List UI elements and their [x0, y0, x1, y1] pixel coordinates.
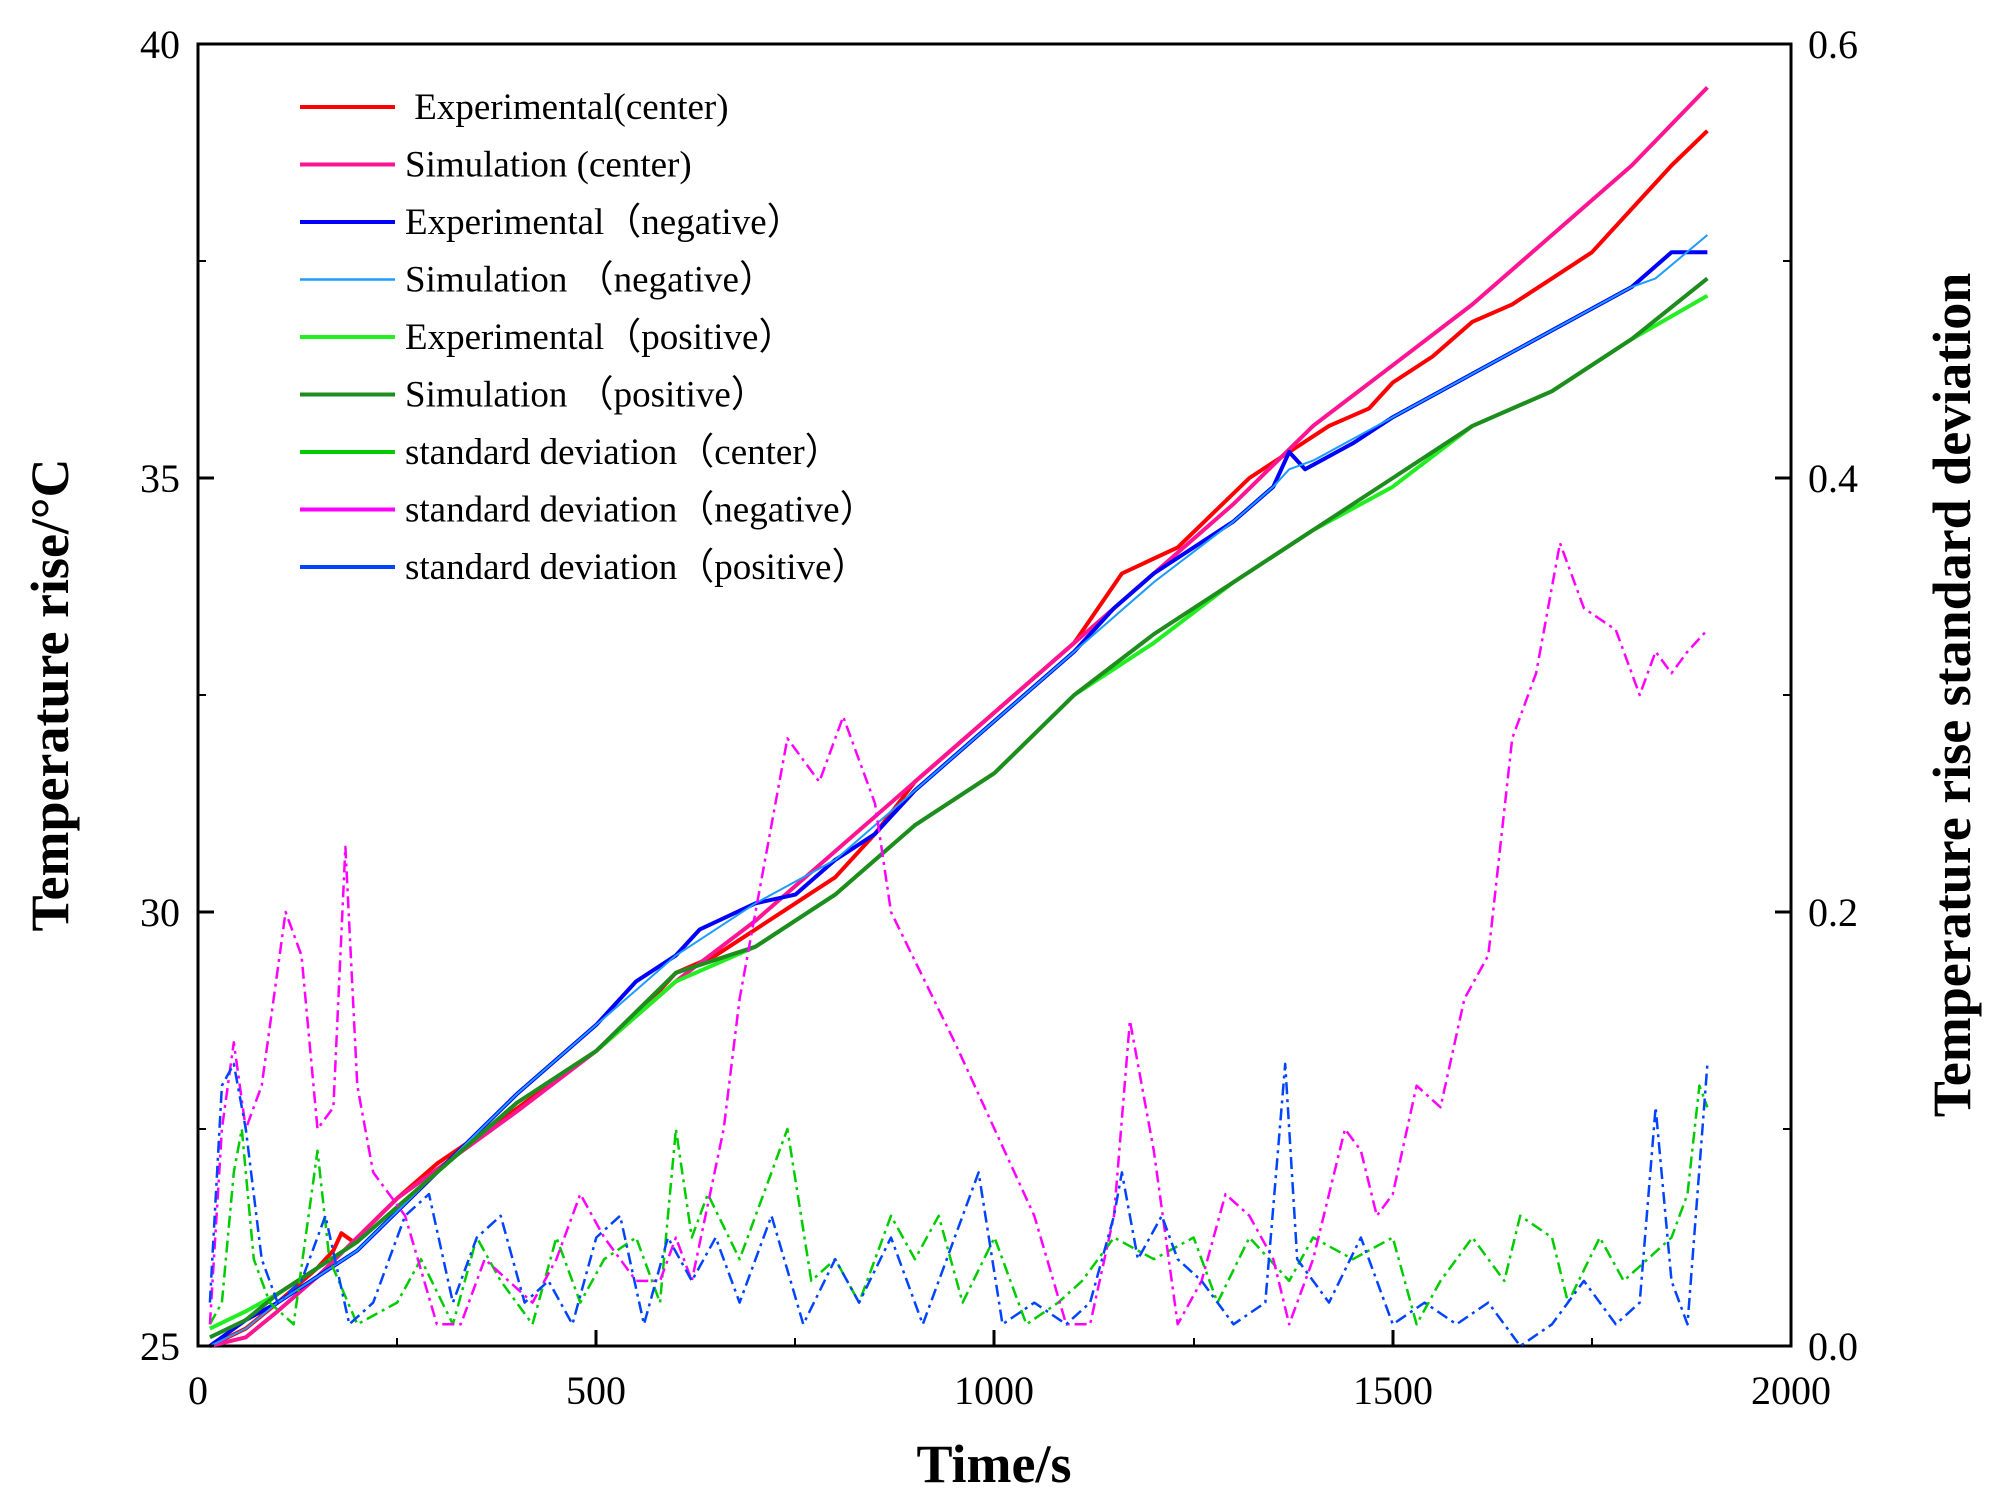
legend: Experimental(center) Simulation (center) E… — [300, 87, 877, 588]
legend-label: Simulation （positive） — [405, 375, 768, 416]
y-axis-right: 0.0 0.2 0.4 0.6 — [1775, 22, 1858, 1369]
series-line-4-simulation-negative — [209, 234, 1709, 1347]
x-tick-label: 1500 — [1353, 1368, 1433, 1413]
y-right-tick-label: 0.4 — [1808, 456, 1858, 501]
x-tick-label: 500 — [566, 1368, 626, 1413]
legend-label: standard deviation（negative） — [405, 490, 877, 531]
series-lines — [208, 86, 1709, 1348]
y-axis-left: 25 30 35 40 — [140, 22, 214, 1369]
legend-label: standard deviation（positive） — [405, 547, 868, 588]
legend-label: Simulation （negative） — [405, 260, 776, 301]
legend-label: Simulation (center) — [405, 145, 692, 186]
x-axis: 0 500 1000 1500 2000 — [188, 1330, 1831, 1413]
y-right-tick-label: 0.0 — [1808, 1324, 1858, 1369]
y-right-tick-label: 0.6 — [1808, 22, 1858, 67]
y-right-tick-label: 0.2 — [1808, 890, 1858, 935]
legend-label: Experimental(center) — [405, 87, 729, 128]
y-left-tick-label: 35 — [140, 456, 180, 501]
x-axis-title: Time/s — [916, 1434, 1071, 1494]
x-tick-label: 1000 — [954, 1368, 1034, 1413]
legend-label: standard deviation（center） — [405, 432, 842, 473]
legend-label: Experimental（negative） — [405, 202, 804, 243]
y-left-tick-label: 30 — [140, 890, 180, 935]
series-line-3-experimental-negative — [208, 250, 1708, 1348]
y-right-axis-title: Temperature rise standard deviation — [1922, 273, 1982, 1118]
series-line-9-standard-deviation-positive — [208, 1062, 1709, 1348]
series-line-8-standard-deviation-negative — [208, 541, 1709, 1326]
x-tick-label: 2000 — [1751, 1368, 1831, 1413]
y-left-tick-label: 25 — [140, 1324, 180, 1369]
series-line-1-experimental-center — [209, 129, 1709, 1348]
x-tick-label: 0 — [188, 1368, 208, 1413]
y-left-axis-title: Temperature rise/°C — [20, 458, 80, 931]
y-left-tick-label: 40 — [140, 22, 180, 67]
series-line-6-simulation-positive — [209, 276, 1709, 1340]
series-line-7-standard-deviation-center — [208, 1084, 1709, 1326]
legend-label: Experimental（positive） — [405, 317, 795, 358]
